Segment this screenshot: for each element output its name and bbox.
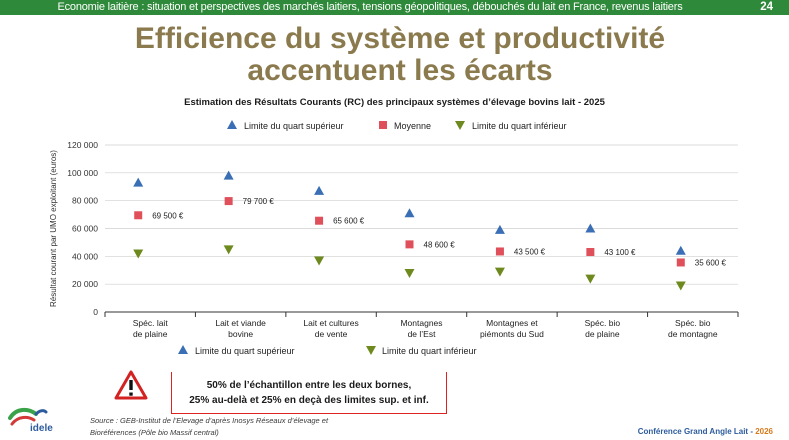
lower-quartile-point [223,245,234,255]
x-tick-label: piémonts du Sud [480,329,544,339]
source-line-2: Bioréférences (Pôle bio Massif central) [90,428,219,437]
y-tick-label: 80 000 [72,196,98,206]
lower-quartile-point [314,256,325,266]
x-tick-label: de montagne [668,329,718,339]
bottom-legend-upper-label: Limite du quart supérieur [195,346,295,356]
x-tick-label: Spéc. bio [675,318,711,328]
mean-point [586,248,595,257]
lower-quartile-point [675,281,686,291]
upper-quartile-point [675,245,686,255]
x-tick-label: bovine [228,329,253,339]
note-bracket [171,372,447,414]
footer-conference: Conférence Grand Angle Lait - 2026 [638,427,773,436]
mean-point [405,240,414,249]
mean-value-label: 79 700 € [243,197,275,206]
mean-point [224,197,233,206]
legend-mean-label: Moyenne [394,121,431,131]
mean-point [134,211,143,220]
x-tick-label: Spéc. lait [133,318,169,328]
y-tick-label: 100 000 [67,168,98,178]
lower-quartile-point [585,274,596,284]
mean-value-label: 65 600 € [333,217,365,226]
y-tick-label: 20 000 [72,279,98,289]
upper-quartile-point [585,223,596,233]
x-tick-label: de vente [315,329,348,339]
x-tick-label: de plaine [133,329,168,339]
source-line-1: Source : GEB-Institut de l’Elevage d’apr… [90,416,329,425]
y-tick-label: 60 000 [72,224,98,234]
upper-quartile-point [133,177,144,187]
upper-quartile-point [223,170,234,180]
mean-value-label: 43 500 € [514,247,546,256]
legend-upper-label: Limite du quart supérieur [244,121,344,131]
x-tick-label: de plaine [585,329,620,339]
mean-value-label: 69 500 € [152,211,184,220]
bottom-legend-lower-marker [366,346,376,355]
slide-title-line-1: Efficience du système et productivité [134,22,666,55]
bottom-legend-lower-label: Limite du quart inférieur [382,346,477,356]
y-axis-label: Résultat courant par UMO exploitant (eur… [49,150,58,307]
legend-mean-marker [379,121,387,129]
y-tick-label: 40 000 [72,251,98,261]
legend-upper-marker [227,120,237,129]
idele-logo [8,407,48,426]
slide-title-line-2: accentuent les écarts [247,54,553,87]
bottom-legend-upper-marker [178,345,188,354]
lower-quartile-point [404,269,415,279]
x-tick-label: Spéc. bio [585,318,621,328]
mean-point [315,216,324,225]
x-tick-label: Montagnes [400,318,442,328]
x-tick-label: Lait et cultures [303,318,358,328]
mean-point [495,247,504,256]
mean-value-label: 43 100 € [604,248,636,257]
x-tick-label: de l’Est [408,329,437,339]
lower-quartile-point [133,249,144,259]
footer-text: Conférence Grand Angle Lait - [637,427,756,436]
page-number: 24 [760,1,773,13]
legend-lower-marker [455,121,465,130]
y-tick-label: 120 000 [67,140,98,150]
mean-value-label: 35 600 € [695,258,727,267]
lower-quartile-point [494,267,505,277]
upper-quartile-point [494,224,505,234]
note-line-2: 25% au-delà et 25% en deçà des limites s… [189,395,429,406]
header-bar: Economie laitière : situation et perspec… [0,0,789,15]
upper-quartile-point [404,208,415,218]
mean-point [676,258,685,267]
x-tick-label: Montagnes et [486,318,538,328]
header-subject: Economie laitière : situation et perspec… [57,1,683,13]
upper-quartile-point [314,185,325,195]
y-tick-label: 0 [93,307,98,317]
footer-year: 2026 [755,427,773,436]
chart-title: Estimation des Résultats Courants (RC) d… [184,97,605,108]
x-tick-label: Lait et viande [215,318,266,328]
logo-wordmark: idele [30,423,53,434]
legend-lower-label: Limite du quart inférieur [472,121,567,131]
mean-value-label: 48 600 € [424,240,456,249]
warning-icon [114,370,148,400]
note-line-1: 50% de l’échantillon entre les deux born… [206,380,412,391]
scatter-chart: 0 20 000 40 000 60 000 80 000 100 000 120 000 R… [49,120,739,356]
